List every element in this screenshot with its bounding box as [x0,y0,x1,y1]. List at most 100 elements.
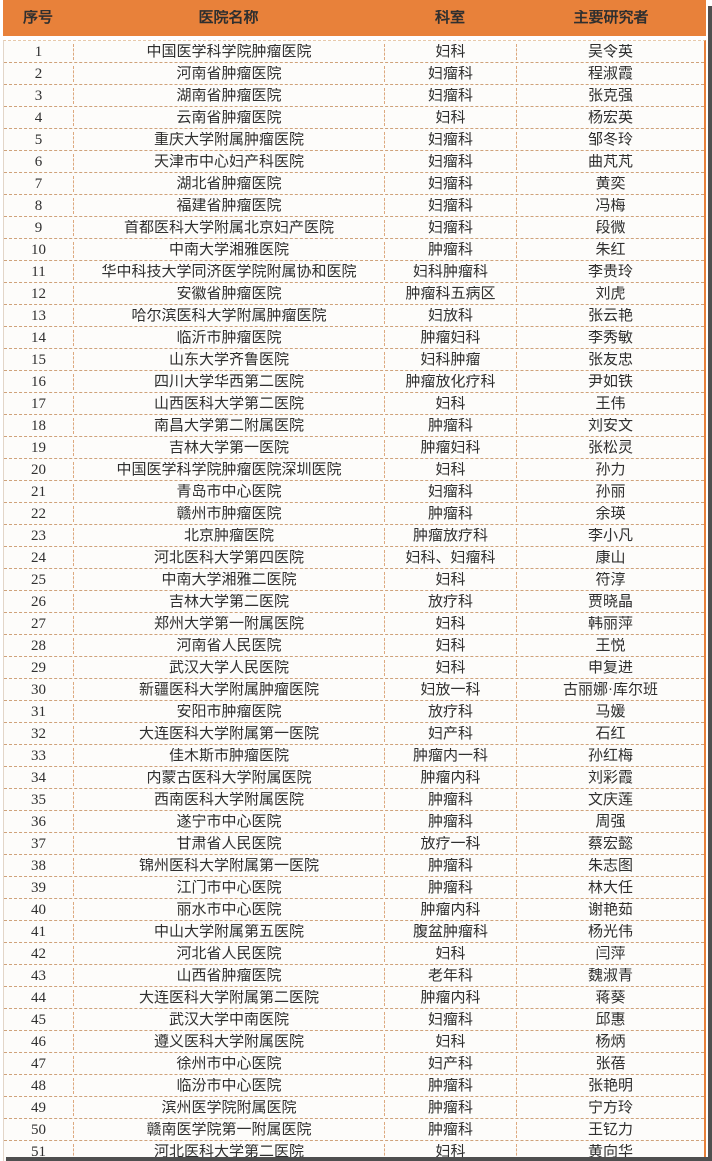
cell-serial-number: 38 [4,857,74,874]
cell-serial-number: 25 [4,571,74,588]
table-row: 40 丽水市中心医院 肿瘤内科 谢艳茹 [4,899,704,921]
cell-serial-number: 12 [4,285,74,302]
cell-investigator: 贾晓晶 [587,593,633,610]
cell-department: 妇产科 [385,1055,517,1072]
table-row: 21 青岛市中心医院 妇瘤科 孙丽 [4,481,704,503]
cell-department: 妇科、妇瘤科 [385,549,517,566]
table-row: 9 首都医科大学附属北京妇产医院 妇瘤科 段微 [4,217,704,239]
cell-investigator: 黄向华 [587,1143,633,1160]
cell-hospital-name: 福建省肿瘤医院 [74,197,385,214]
cell-department: 肿瘤内一科 [385,747,517,764]
table-row: 3 湖南省肿瘤医院 妇瘤科 张克强 [4,85,704,107]
table-row: 44 大连医科大学附属第二医院 肿瘤内科 蒋葵 [4,987,704,1009]
cell-investigator: 孙红梅 [587,747,633,764]
table-row: 33 佳木斯市肿瘤医院 肿瘤内一科 孙红梅 [4,745,704,767]
cell-investigator: 韩丽萍 [587,615,633,632]
cell-hospital-name: 西南医科大学附属医院 [74,791,385,808]
cell-serial-number: 2 [4,65,74,82]
cell-hospital-name: 甘肃省人民医院 [74,835,385,852]
cell-serial-number: 16 [4,373,74,390]
cell-serial-number: 35 [4,791,74,808]
cell-investigator: 张蓓 [595,1055,626,1072]
cell-hospital-name: 中山大学附属第五医院 [74,923,385,940]
cell-serial-number: 7 [4,175,74,192]
cell-serial-number: 3 [4,87,74,104]
cell-department: 肿瘤内科 [385,769,517,786]
cell-department: 肿瘤放疗科 [385,527,517,544]
cell-investigator: 蒋葵 [595,989,626,1006]
table-row: 48 临汾市中心医院 肿瘤科 张艳明 [4,1075,704,1097]
table-row: 36 遂宁市中心医院 肿瘤科 周强 [4,811,704,833]
cell-department: 妇科 [385,615,517,632]
cell-serial-number: 13 [4,307,74,324]
cell-investigator: 刘安文 [587,417,633,434]
cell-serial-number: 47 [4,1055,74,1072]
cell-serial-number: 33 [4,747,74,764]
table-row: 24 河北医科大学第四医院 妇科、妇瘤科 康山 [4,547,704,569]
cell-department: 肿瘤科 [385,1099,517,1116]
cell-serial-number: 28 [4,637,74,654]
cell-investigator: 马媛 [595,703,626,720]
cell-hospital-name: 遂宁市中心医院 [74,813,385,830]
cell-investigator: 闫萍 [595,945,626,962]
cell-serial-number: 8 [4,197,74,214]
table-row: 22 赣州市肿瘤医院 肿瘤科 余瑛 [4,503,704,525]
cell-hospital-name: 北京肿瘤医院 [74,527,385,544]
cell-department: 肿瘤妇科 [385,329,517,346]
table-row: 41 中山大学附属第五医院 腹盆肿瘤科 杨光伟 [4,921,704,943]
cell-department: 妇瘤科 [385,175,517,192]
cell-serial-number: 24 [4,549,74,566]
cell-investigator: 谢艳茹 [587,901,633,918]
table-row: 17 山西医科大学第二医院 妇科 王伟 [4,393,704,415]
cell-department: 妇科 [385,395,517,412]
cell-serial-number: 50 [4,1121,74,1138]
table-row: 16 四川大学华西第二医院 肿瘤放化疗科 尹如铁 [4,371,704,393]
table-row: 19 吉林大学第一医院 肿瘤妇科 张松灵 [4,437,704,459]
cell-serial-number: 18 [4,417,74,434]
table-row: 7 湖北省肿瘤医院 妇瘤科 黄奕 [4,173,704,195]
cell-investigator: 杨光伟 [587,923,633,940]
table-row: 26 吉林大学第二医院 放疗科 贾晓晶 [4,591,704,613]
cell-serial-number: 42 [4,945,74,962]
cell-department: 妇科肿瘤 [385,351,517,368]
cell-investigator: 朱志图 [587,857,633,874]
cell-hospital-name: 大连医科大学附属第二医院 [74,989,385,1006]
cell-investigator: 古丽娜·库尔班 [563,681,658,698]
table-row: 20 中国医学科学院肿瘤医院深圳医院 妇科 孙力 [4,459,704,481]
table-row: 14 临沂市肿瘤医院 肿瘤妇科 李秀敏 [4,327,704,349]
cell-department: 肿瘤科 [385,505,517,522]
screenshot-edge-shadow-bottom [6,1157,712,1161]
cell-hospital-name: 山西省肿瘤医院 [74,967,385,984]
table-row: 5 重庆大学附属肿瘤医院 妇瘤科 邹冬玲 [4,129,704,151]
cell-hospital-name: 山西医科大学第二医院 [74,395,385,412]
cell-investigator: 符淳 [595,571,626,588]
cell-hospital-name: 四川大学华西第二医院 [74,373,385,390]
cell-investigator: 孙丽 [595,483,626,500]
cell-serial-number: 21 [4,483,74,500]
cell-investigator: 张云艳 [587,307,633,324]
table-row: 11 华中科技大学同济医学院附属协和医院 妇科肿瘤科 李贵玲 [4,261,704,283]
table-row: 34 内蒙古医科大学附属医院 肿瘤内科 刘彩霞 [4,767,704,789]
cell-serial-number: 39 [4,879,74,896]
cell-investigator: 余瑛 [595,505,626,522]
cell-serial-number: 46 [4,1033,74,1050]
cell-serial-number: 27 [4,615,74,632]
cell-department: 妇瘤科 [385,219,517,236]
cell-investigator: 程淑霞 [587,65,633,82]
cell-investigator: 王钇力 [587,1121,633,1138]
table-row: 23 北京肿瘤医院 肿瘤放疗科 李小凡 [4,525,704,547]
cell-investigator: 李贵玲 [587,263,633,280]
cell-serial-number: 30 [4,681,74,698]
cell-hospital-name: 天津市中心妇产科医院 [74,153,385,170]
cell-investigator: 杨炳 [595,1033,626,1050]
cell-department: 肿瘤放化疗科 [385,373,517,390]
cell-investigator: 张克强 [587,87,633,104]
cell-hospital-name: 吉林大学第二医院 [74,593,385,610]
cell-investigator: 文庆莲 [587,791,633,808]
cell-serial-number: 5 [4,131,74,148]
cell-serial-number: 40 [4,901,74,918]
table-row: 31 安阳市肿瘤医院 放疗科 马媛 [4,701,704,723]
cell-investigator: 林大任 [587,879,633,896]
cell-department: 肿瘤科 [385,417,517,434]
